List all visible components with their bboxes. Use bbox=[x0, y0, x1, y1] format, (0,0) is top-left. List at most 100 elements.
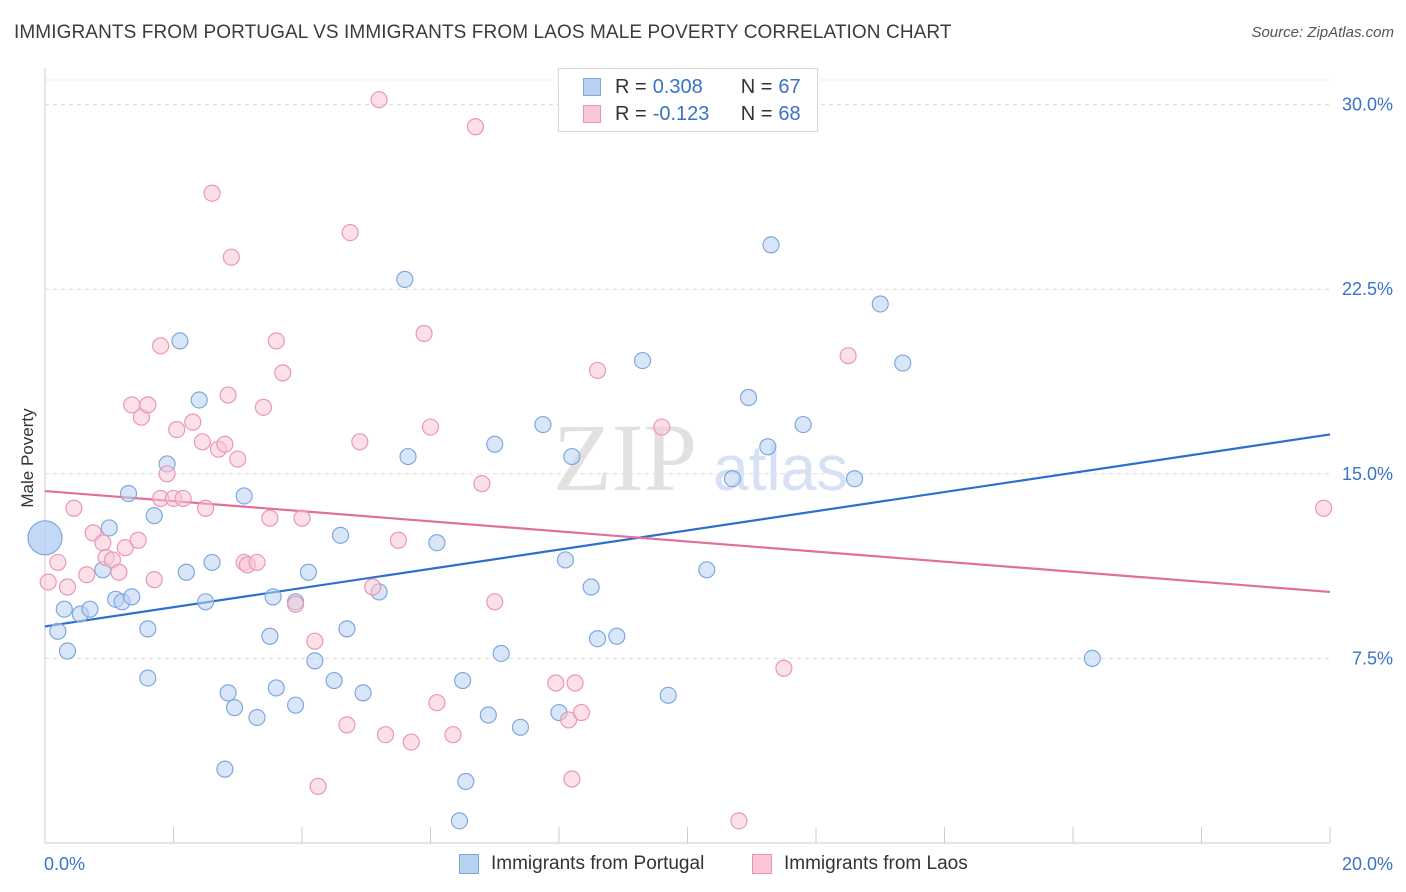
point-portugal bbox=[428, 534, 446, 552]
point-laos bbox=[261, 509, 279, 527]
point-laos bbox=[129, 531, 147, 549]
point-portugal bbox=[762, 236, 780, 254]
point-portugal bbox=[582, 578, 600, 596]
point-laos bbox=[116, 539, 134, 557]
point-portugal bbox=[299, 563, 318, 581]
legend-r-label: R = bbox=[615, 102, 647, 125]
point-portugal bbox=[171, 332, 189, 350]
point-laos bbox=[193, 433, 212, 451]
y-tick-label: 22.5% bbox=[1342, 279, 1393, 299]
point-portugal bbox=[457, 772, 475, 791]
point-laos bbox=[415, 324, 433, 343]
point-portugal bbox=[871, 295, 889, 313]
point-laos bbox=[248, 553, 266, 572]
point-laos bbox=[466, 118, 485, 136]
legend-n-value-laos: 68 bbox=[778, 102, 801, 125]
point-portugal bbox=[306, 652, 324, 670]
bottom-legend-swatch-laos bbox=[752, 854, 772, 874]
point-portugal bbox=[698, 561, 716, 579]
point-portugal bbox=[331, 526, 350, 544]
point-portugal bbox=[267, 679, 285, 697]
chart-title: IMMIGRANTS FROM PORTUGAL VS IMMIGRANTS F… bbox=[14, 22, 952, 43]
point-portugal bbox=[139, 669, 157, 687]
point-laos bbox=[572, 703, 591, 722]
point-laos bbox=[158, 465, 176, 483]
point-laos bbox=[653, 418, 671, 436]
correlation-legend: R = 0.308 N = 67 R = -0.123 N = 68 bbox=[558, 68, 818, 132]
point-laos bbox=[351, 433, 369, 451]
point-portugal bbox=[216, 760, 234, 778]
bottom-legend-portugal: Immigrants from Portugal bbox=[459, 852, 704, 876]
point-laos bbox=[39, 573, 57, 591]
point-portugal bbox=[739, 388, 758, 407]
point-portugal bbox=[197, 593, 215, 611]
point-laos bbox=[588, 361, 607, 380]
points-portugal bbox=[27, 236, 1101, 830]
y-axis-title: Male Poverty bbox=[18, 408, 37, 508]
x-ticks bbox=[44, 827, 1331, 843]
point-portugal bbox=[492, 644, 510, 663]
point-portugal bbox=[723, 470, 742, 488]
point-portugal bbox=[454, 671, 472, 690]
point-laos bbox=[839, 347, 857, 365]
legend-n-label: N = bbox=[740, 75, 773, 98]
point-laos bbox=[286, 595, 305, 613]
point-laos bbox=[1314, 499, 1333, 517]
chart-source: Source: ZipAtlas.com bbox=[1251, 24, 1394, 41]
point-laos bbox=[274, 364, 292, 382]
point-portugal bbox=[145, 507, 163, 525]
bottom-legend-swatch-portugal bbox=[459, 854, 479, 874]
point-portugal bbox=[1083, 649, 1101, 668]
point-portugal bbox=[139, 620, 157, 638]
point-portugal bbox=[81, 600, 99, 618]
point-portugal bbox=[396, 270, 414, 288]
point-laos bbox=[174, 489, 192, 508]
point-laos bbox=[152, 337, 170, 355]
point-laos bbox=[364, 578, 382, 596]
point-portugal bbox=[450, 812, 469, 830]
y-tick-label: 7.5% bbox=[1352, 648, 1393, 668]
point-portugal bbox=[123, 588, 141, 606]
point-laos bbox=[730, 812, 748, 830]
point-laos bbox=[254, 398, 273, 416]
point-portugal bbox=[633, 351, 652, 370]
point-laos bbox=[428, 694, 446, 712]
point-portugal bbox=[58, 642, 77, 660]
point-portugal bbox=[27, 520, 63, 556]
watermark-atlas: atlas bbox=[713, 432, 848, 504]
point-portugal bbox=[177, 563, 195, 581]
point-laos bbox=[197, 499, 215, 517]
point-portugal bbox=[264, 588, 282, 606]
point-laos bbox=[421, 418, 440, 436]
point-portugal bbox=[219, 684, 237, 702]
point-laos bbox=[65, 499, 83, 517]
point-portugal bbox=[563, 447, 581, 466]
point-laos bbox=[168, 420, 186, 439]
legend-row-portugal: R = 0.308 N = 67 bbox=[583, 75, 801, 99]
point-portugal bbox=[190, 391, 208, 409]
point-laos bbox=[563, 770, 581, 788]
trend-line-portugal bbox=[44, 433, 1331, 628]
point-laos bbox=[547, 674, 565, 692]
point-portugal bbox=[534, 415, 552, 434]
point-laos bbox=[94, 534, 112, 552]
point-laos bbox=[216, 435, 234, 453]
point-portugal bbox=[399, 447, 417, 466]
point-laos bbox=[309, 777, 327, 795]
point-laos bbox=[775, 659, 793, 677]
point-portugal bbox=[49, 622, 67, 640]
point-portugal bbox=[588, 630, 607, 648]
point-laos bbox=[49, 553, 67, 572]
point-laos bbox=[184, 413, 202, 431]
point-portugal bbox=[235, 487, 253, 505]
legend-swatch-laos bbox=[583, 105, 601, 123]
point-portugal bbox=[225, 699, 244, 717]
legend-swatch-portugal bbox=[583, 78, 601, 96]
point-portugal bbox=[248, 708, 266, 727]
bottom-legend-label-laos: Immigrants from Laos bbox=[784, 853, 968, 874]
point-portugal bbox=[100, 519, 118, 537]
point-portugal bbox=[511, 718, 530, 736]
y-tick-labels: 7.5% 15.0% 22.5% 30.0% bbox=[1342, 95, 1393, 669]
point-portugal bbox=[286, 696, 305, 714]
